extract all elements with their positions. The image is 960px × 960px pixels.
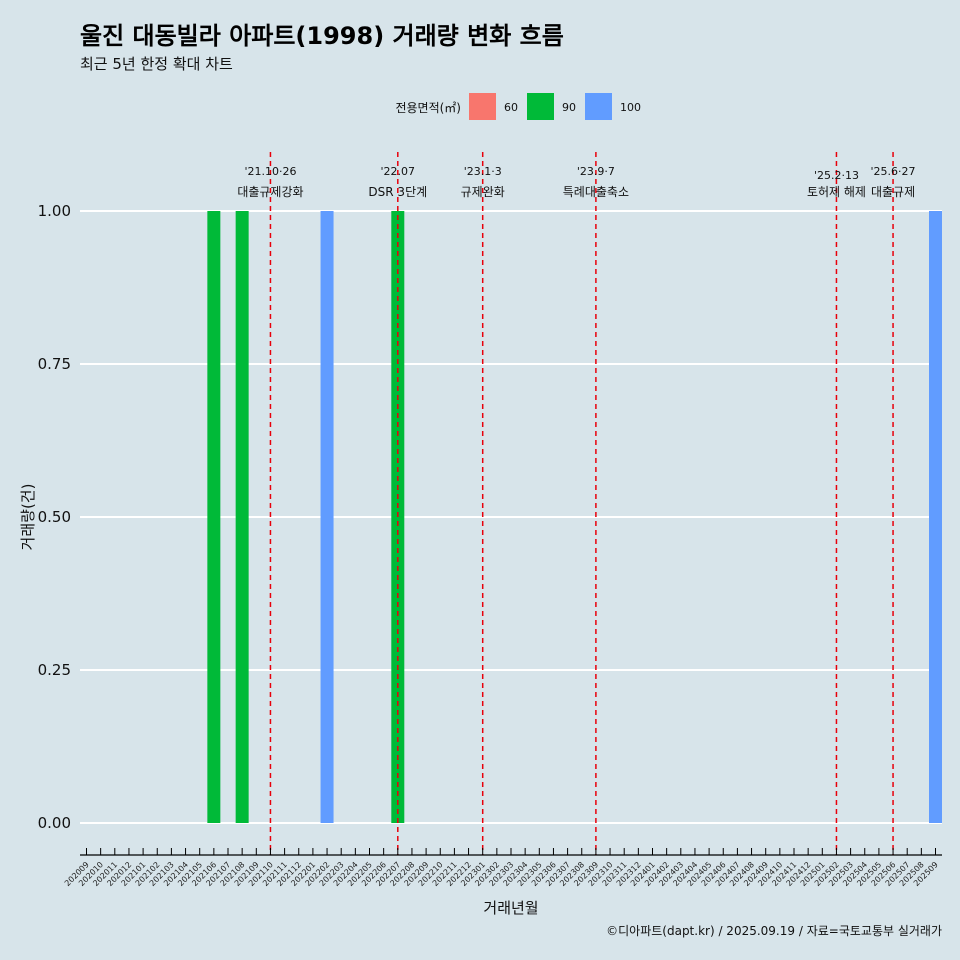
y-tick-label: 0.75 <box>38 355 71 373</box>
legend-swatch-90 <box>527 93 554 120</box>
chart-title: 울진 대동빌라 아파트(1998) 거래량 변화 흐름 <box>80 22 564 50</box>
event-label-202207: DSR 3단계 <box>368 185 427 199</box>
y-tick-label: 1.00 <box>38 202 71 220</box>
legend-swatch-100 <box>585 93 612 120</box>
legend-title: 전용면적(㎡) <box>395 101 461 115</box>
event-date-202506: '25.6·27 <box>871 165 916 178</box>
event-label-202309: 특례대출축소 <box>563 185 629 199</box>
legend-label-60: 60 <box>504 101 518 114</box>
event-date-202301: '23.1·3 <box>464 165 502 178</box>
x-axis: 2020092020102020112020122021012021022021… <box>63 848 942 888</box>
x-axis-label: 거래년월 <box>483 899 538 917</box>
event-date-202110: '21.10·26 <box>244 165 296 178</box>
event-label-202110: 대출규제강화 <box>237 185 303 199</box>
event-label-202502: 토허제 해제 <box>807 185 866 199</box>
legend-label-100: 100 <box>620 101 641 114</box>
event-date-202502: '25.2·13 <box>814 169 859 182</box>
y-tick-label: 0.25 <box>38 661 71 679</box>
bar-90-202108 <box>235 211 249 823</box>
bar-90-202106 <box>207 211 221 823</box>
legend: 전용면적(㎡) 60 90 100 <box>395 93 641 120</box>
event-label-202301: 규제완화 <box>461 185 505 199</box>
bar-100-202509 <box>929 211 942 823</box>
bar-100-202202 <box>320 211 334 823</box>
annotations: '21.10·26 대출규제강화 '22.07 DSR 3단계 '23.1·3 규제완화 '… <box>237 152 916 855</box>
gridlines <box>80 210 942 824</box>
event-date-202309: '23.9·7 <box>577 165 615 178</box>
legend-label-90: 90 <box>562 101 576 114</box>
event-label-202506: 대출규제 <box>871 185 915 199</box>
event-date-202207: '22.07 <box>381 165 416 178</box>
caption: ©디아파트(dapt.kr) / 2025.09.19 / 자료=국토교통부 실… <box>606 924 942 938</box>
y-tick-label: 0.50 <box>38 508 71 526</box>
y-tick-label: 0.00 <box>38 814 71 832</box>
y-axis-label: 거래량(건) <box>19 484 37 551</box>
chart-subtitle: 최근 5년 한정 확대 차트 <box>80 55 233 73</box>
y-axis-ticks: 0.00 0.25 0.50 0.75 1.00 <box>38 202 71 832</box>
legend-swatch-60 <box>469 93 496 120</box>
